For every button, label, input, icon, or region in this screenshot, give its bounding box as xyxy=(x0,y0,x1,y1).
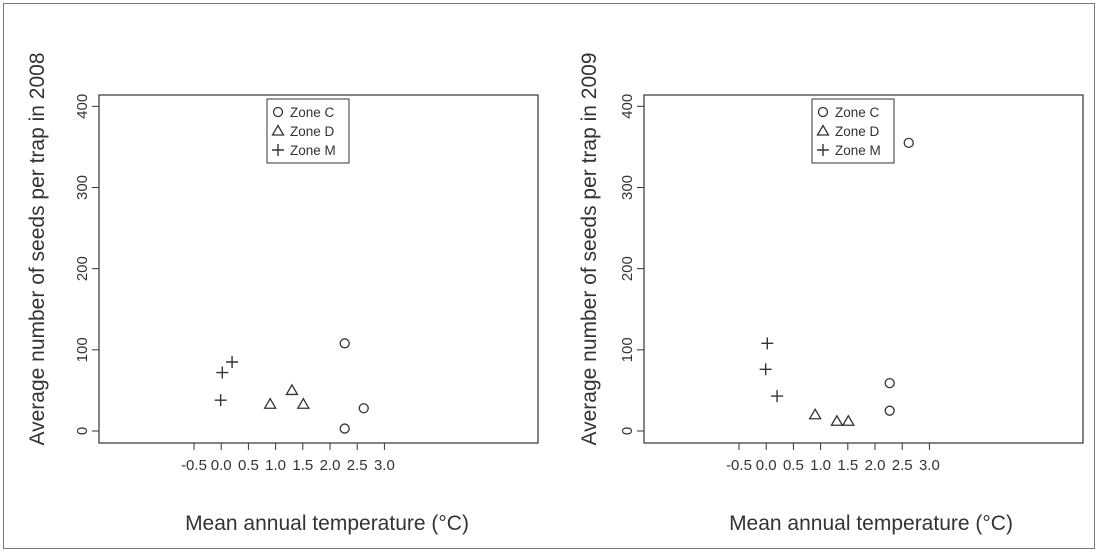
series-plus xyxy=(214,356,239,407)
legend: Zone C Zone D Zone M xyxy=(266,98,350,164)
y-tick-label: 400 xyxy=(74,94,91,119)
y-tick-label: 0 xyxy=(74,427,91,435)
y-tick-label: 200 xyxy=(74,256,91,281)
x-axis-title: Mean annual temperature (°C) xyxy=(185,512,469,535)
x-tick-label: 0.5 xyxy=(238,457,259,474)
legend-label: Zone D xyxy=(290,124,335,139)
data-point-triangle xyxy=(841,414,855,426)
x-tick-label: -0.5 xyxy=(181,457,207,474)
x-axis: -0.5 0.0 0.5 1.0 1.5 2.0 2.5 3.0 xyxy=(181,442,395,474)
legend-symbol-plus xyxy=(272,144,284,156)
x-tick-label: 2.0 xyxy=(865,457,886,474)
legend: Zone C Zone D Zone M xyxy=(811,98,895,164)
y-tick-label: 0 xyxy=(619,427,636,435)
legend-symbol-circle xyxy=(272,106,284,118)
data-point-plus xyxy=(226,356,239,369)
y-tick-label: 400 xyxy=(619,94,636,119)
data-point-plus xyxy=(214,394,227,407)
panel-2: -0.5 0.0 0.5 1.0 1.5 2.0 2.5 3.0 0 100 200 300 400 Me… xyxy=(578,52,1084,535)
figure: -0.5 0.0 0.5 1.0 1.5 2.0 2.5 3.0 0 100 200 300 400 Me… xyxy=(3,3,1095,549)
data-point-triangle xyxy=(808,407,822,420)
data-point-triangle xyxy=(285,383,299,396)
x-tick-label: 3.0 xyxy=(374,457,395,474)
legend-symbol-plus xyxy=(817,144,829,156)
x-axis-title: Mean annual temperature (°C) xyxy=(729,512,1013,535)
data-point-circle xyxy=(339,338,350,349)
series-triangle xyxy=(263,383,310,409)
y-tick-label: 100 xyxy=(619,337,636,362)
data-point-circle xyxy=(339,423,350,434)
legend-symbol-triangle xyxy=(816,124,830,136)
data-point-plus xyxy=(761,337,774,350)
data-point-circle xyxy=(884,405,895,416)
legend-label: Zone C xyxy=(835,105,880,120)
x-tick-label: 0.0 xyxy=(211,457,232,474)
x-tick-label: 0.0 xyxy=(756,457,777,474)
scatter-plots: -0.5 0.0 0.5 1.0 1.5 2.0 2.5 3.00100200300400Me… xyxy=(26,52,1084,535)
y-axis-title: Average number of seeds per trap in 2009 xyxy=(578,52,601,445)
x-tick-label: -0.5 xyxy=(726,457,752,474)
y-tick-label: 300 xyxy=(74,175,91,200)
y-axis: 0 100 200 300 400 xyxy=(74,94,99,435)
data-point-plus xyxy=(216,366,229,379)
legend-label: Zone C xyxy=(290,105,335,120)
x-tick-label: 1.5 xyxy=(292,457,313,474)
data-point-circle xyxy=(903,137,914,148)
legend-label: Zone M xyxy=(290,143,336,158)
panel-1: -0.5 0.0 0.5 1.0 1.5 2.0 2.5 3.0 0 100 200 300 400 Me… xyxy=(26,52,539,535)
x-tick-label: 2.0 xyxy=(320,457,341,474)
y-axis: 0 100 200 300 400 xyxy=(619,94,644,435)
x-tick-label: 1.5 xyxy=(837,457,858,474)
x-tick-label: 2.5 xyxy=(347,457,368,474)
x-tick-label: 1.0 xyxy=(265,457,286,474)
x-axis: -0.5 0.0 0.5 1.0 1.5 2.0 2.5 3.0 xyxy=(726,442,940,474)
legend-symbol-triangle xyxy=(271,124,285,136)
data-point-circle xyxy=(358,403,369,414)
series-circle xyxy=(884,137,914,416)
data-point-triangle xyxy=(263,397,277,409)
y-tick-label: 300 xyxy=(619,175,636,200)
x-tick-label: 3.0 xyxy=(919,457,940,474)
y-axis-title: Average number of seeds per trap in 2008 xyxy=(26,52,49,445)
legend-label: Zone D xyxy=(835,124,880,139)
series-plus xyxy=(759,337,784,403)
y-tick-label: 100 xyxy=(74,337,91,362)
legend-label: Zone M xyxy=(835,143,881,158)
data-point-plus xyxy=(771,390,784,403)
x-tick-label: 0.5 xyxy=(783,457,804,474)
data-point-triangle xyxy=(296,397,310,409)
x-tick-label: 2.5 xyxy=(892,457,913,474)
data-point-circle xyxy=(884,377,895,389)
y-tick-label: 200 xyxy=(619,256,636,281)
data-point-plus xyxy=(759,363,772,376)
series-triangle xyxy=(808,407,855,426)
x-tick-label: 1.0 xyxy=(810,457,831,474)
legend-symbol-circle xyxy=(817,106,829,118)
series-circle xyxy=(339,338,369,434)
data-point-triangle xyxy=(830,414,844,426)
